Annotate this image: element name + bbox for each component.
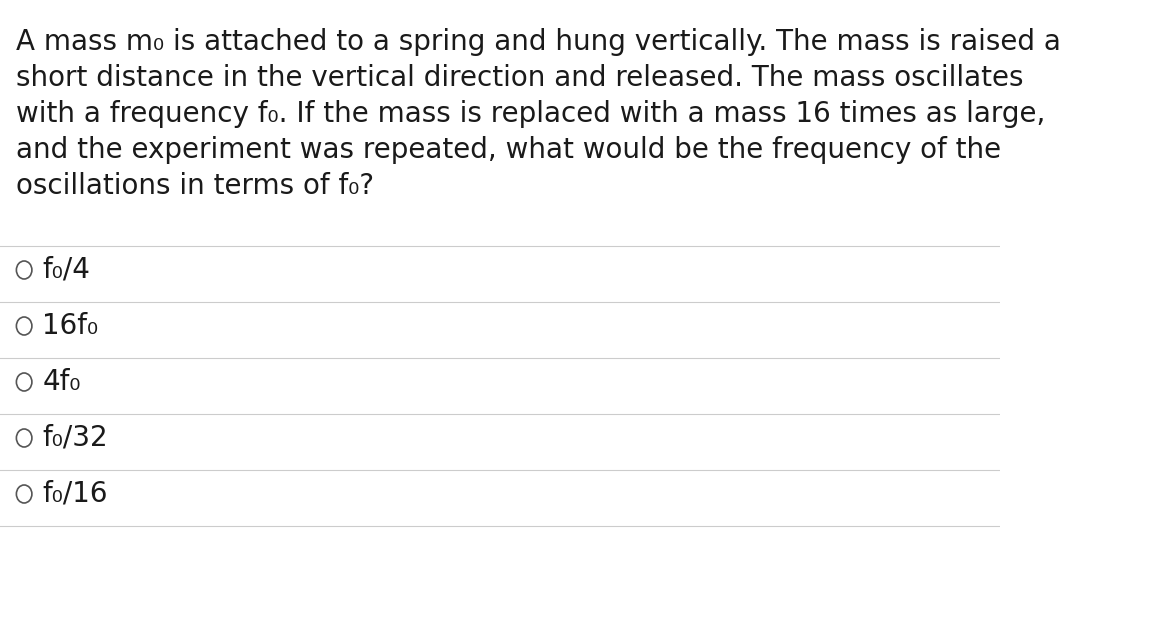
Text: with a frequency f₀. If the mass is replaced with a mass 16 times as large,: with a frequency f₀. If the mass is repl… [15,100,1045,128]
Text: oscillations in terms of f₀?: oscillations in terms of f₀? [15,172,374,200]
Text: f₀/16: f₀/16 [42,480,108,508]
Text: 16f₀: 16f₀ [42,312,99,340]
Text: A mass m₀ is attached to a spring and hung vertically. The mass is raised a: A mass m₀ is attached to a spring and hu… [15,28,1060,56]
Text: short distance in the vertical direction and released. The mass oscillates: short distance in the vertical direction… [15,64,1023,92]
Text: and the experiment was repeated, what would be the frequency of the: and the experiment was repeated, what wo… [15,136,1001,164]
Text: 4f₀: 4f₀ [42,368,81,396]
Text: f₀/4: f₀/4 [42,256,90,284]
Text: f₀/32: f₀/32 [42,424,108,452]
